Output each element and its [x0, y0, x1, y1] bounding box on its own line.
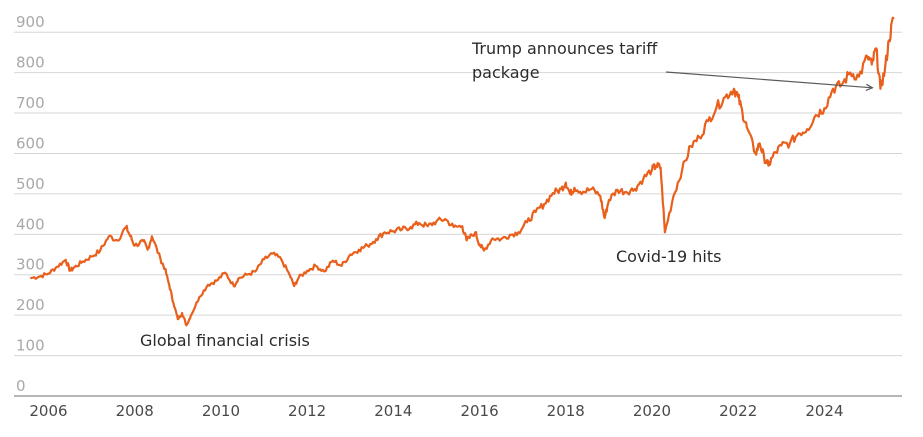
annotation-text: Global financial crisis	[140, 331, 310, 350]
x-tick-label: 2020	[633, 402, 671, 420]
annotations: Global financial crisis Covid-19 hits Trum…	[140, 39, 874, 350]
x-tick-label: 2016	[460, 402, 498, 420]
series-line-0	[30, 16, 895, 327]
x-tick-label: 2010	[202, 402, 240, 420]
x-tick-label: 2014	[374, 402, 412, 420]
x-tick-label: 2012	[288, 402, 326, 420]
y-tick-label: 900	[16, 13, 45, 31]
x-axis-tick-labels: 2006 2008 2010 2012 2014 2016 2018 2020 2022 2024	[29, 402, 843, 420]
x-tick-label: 2018	[547, 402, 585, 420]
annotation-arrow-line	[665, 71, 873, 89]
series-layer	[30, 16, 895, 327]
y-tick-label: 700	[16, 94, 45, 112]
x-tick-label: 2022	[719, 402, 757, 420]
y-tick-label: 800	[16, 54, 45, 72]
x-tick-label: 2006	[29, 402, 67, 420]
x-tick-label: 2008	[116, 402, 154, 420]
annotation-arrow-head	[865, 83, 874, 91]
y-tick-label: 400	[16, 215, 45, 233]
y-tick-label: 500	[16, 175, 45, 193]
y-tick-label: 300	[16, 256, 45, 274]
y-tick-label: 100	[16, 337, 45, 355]
x-tick-label: 2024	[805, 402, 843, 420]
gridlines	[14, 31, 902, 357]
y-axis-tick-labels: 0 100 200 300 400 500 600 700 800 900	[16, 13, 45, 395]
annotation-text: Covid-19 hits	[616, 247, 721, 266]
y-tick-label: 200	[16, 296, 45, 314]
annotation-text: package	[472, 63, 540, 82]
y-tick-label: 600	[16, 134, 45, 152]
annotation-text: Trump announces tariff	[471, 39, 658, 58]
y-tick-label: 0	[16, 377, 26, 395]
